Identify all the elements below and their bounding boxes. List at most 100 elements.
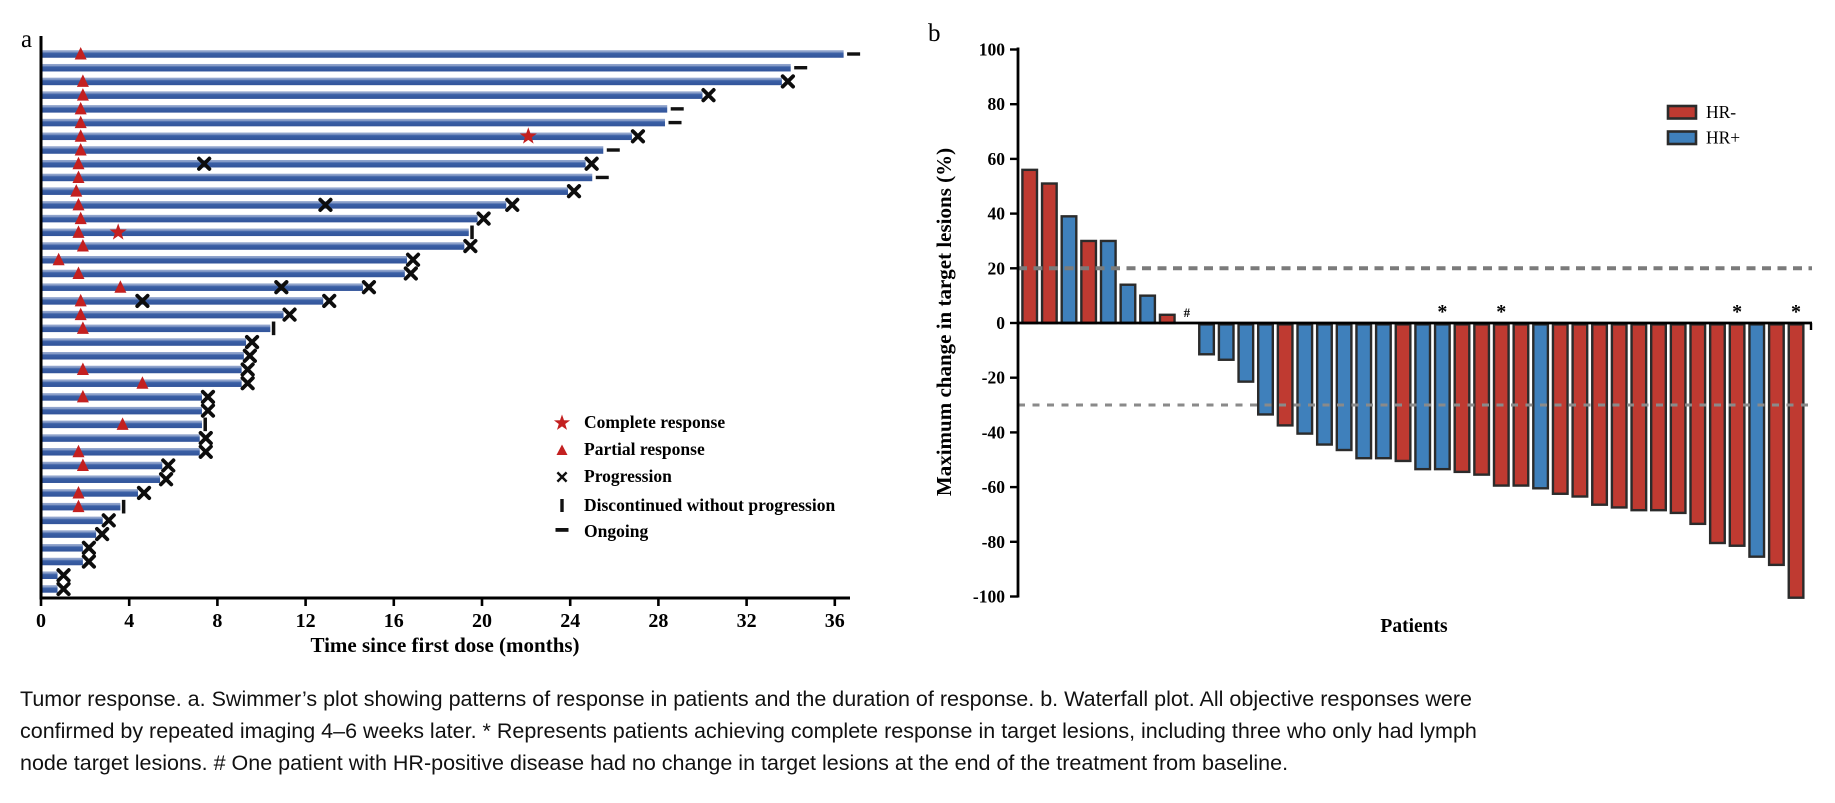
- swimmer-bar: [41, 256, 408, 264]
- x-tick-label: 20: [472, 610, 492, 632]
- partial-response-triangle-icon: [136, 376, 149, 389]
- y-tick-label: -20: [982, 368, 1006, 388]
- y-tick-label: -40: [982, 422, 1006, 442]
- progression-x-icon: [403, 266, 418, 281]
- partial-response-triangle-icon: [74, 101, 87, 115]
- swimmer-bar: [41, 214, 478, 223]
- ongoing-dash-icon: [847, 52, 861, 56]
- partial-response-triangle-icon: [76, 239, 89, 252]
- progression-x-icon: [318, 197, 333, 212]
- swimmer-bar: [41, 338, 247, 346]
- progression-x-icon: [244, 334, 260, 350]
- swimmer-bar: [41, 132, 632, 141]
- progression-x-icon: [322, 293, 337, 309]
- swimmer-x-axis-title: Time since first dose (months): [310, 633, 579, 657]
- waterfall-bar: [1591, 323, 1609, 506]
- ongoing-dash-icon: [606, 148, 620, 152]
- waterfall-bar: [1276, 323, 1294, 427]
- partial-response-triangle-icon: [76, 321, 89, 334]
- progression-x-icon: [81, 554, 96, 569]
- progression-x-icon: [242, 348, 257, 363]
- swimmer-bar: [41, 118, 666, 127]
- partial-response-triangle-icon: [52, 252, 65, 266]
- panel-a-label: a: [21, 26, 33, 53]
- progression-x-icon: [136, 485, 152, 501]
- waterfall-bar: [1649, 323, 1667, 512]
- partial-response-triangle-icon: [72, 156, 85, 170]
- swimmer-bar: [41, 63, 791, 72]
- y-tick-label: 80: [988, 94, 1006, 114]
- partial-response-triangle-icon: [74, 293, 87, 307]
- progression-x-icon: [197, 156, 212, 171]
- panel-b-label: b: [928, 20, 941, 47]
- progression-x-icon: [200, 389, 216, 405]
- caption-line-1: Tumor response. a. Swimmer’s plot showin…: [20, 687, 1473, 711]
- partial-response-triangle-icon: [72, 485, 85, 499]
- swimmer-bar: [41, 530, 97, 538]
- tumor-response-charts: 0 4 8 12 16 20 24 28 32 36 Time since first dose (…: [36, 36, 1813, 657]
- discontinued-bar-icon: [271, 321, 276, 336]
- partial-response-triangle-icon: [72, 170, 85, 183]
- complete-response-star-icon: [519, 127, 537, 144]
- progression-x-icon: [198, 444, 213, 459]
- waterfall-bar: [1335, 323, 1353, 452]
- waterfall-bar: [1099, 239, 1117, 325]
- swimmer-bar: [41, 434, 200, 442]
- swimmer-bar: [41, 393, 202, 401]
- hr-legend-swatch: [1666, 130, 1698, 146]
- y-tick-label: -60: [982, 477, 1006, 497]
- legend-label: Partial response: [584, 439, 705, 459]
- x-tick-label: 8: [212, 610, 222, 632]
- swimmer-bar: [41, 448, 200, 456]
- y-tick-label: 60: [988, 149, 1006, 169]
- progression-x-icon: [282, 307, 297, 322]
- partial-response-triangle-icon: [72, 266, 85, 279]
- waterfall-bar: [1198, 323, 1216, 356]
- progression-x-icon: [405, 252, 421, 267]
- progression-x-icon: [463, 238, 478, 254]
- progression-x-icon: [566, 184, 582, 199]
- hr-legend-label: HR-: [1706, 102, 1736, 122]
- waterfall-x-axis-title: Patients: [1380, 616, 1448, 637]
- legend-ongoing-icon: [555, 528, 569, 532]
- partial-response-triangle-icon: [74, 143, 87, 156]
- swimmer-bar: [41, 365, 242, 374]
- x-tick-label: 24: [560, 610, 580, 632]
- y-tick-label: 20: [988, 258, 1006, 278]
- partial-response-triangle-icon: [76, 362, 89, 375]
- swimmer-bar: [41, 91, 703, 99]
- waterfall-plot: # * * * * 100 80 60 40 20 0 -20 -40 -60 -80 -100 Maximum…: [932, 40, 1813, 637]
- progression-x-icon: [780, 74, 795, 89]
- progression-x-icon: [476, 211, 491, 226]
- partial-response-triangle-icon: [76, 389, 89, 403]
- progression-x-icon: [198, 430, 213, 446]
- partial-response-triangle-icon: [74, 115, 87, 129]
- swimmer-bar: [41, 242, 465, 250]
- swimmer-bar: [41, 571, 58, 579]
- x-tick-label: 32: [737, 610, 757, 632]
- swimmer-bar: [41, 310, 284, 319]
- waterfall-bar: [1689, 323, 1707, 526]
- discontinued-bar-icon: [121, 499, 126, 514]
- waterfall-bar: [1021, 168, 1039, 325]
- progression-x-icon: [240, 376, 255, 391]
- ongoing-dash-icon: [668, 120, 682, 125]
- waterfall-bar: [1139, 294, 1157, 325]
- x-tick-label: 0: [36, 610, 46, 632]
- partial-response-triangle-icon: [74, 47, 87, 60]
- y-tick-label: 100: [979, 40, 1006, 60]
- waterfall-bar: [1119, 283, 1137, 325]
- legend-label: Complete response: [584, 412, 725, 432]
- legend-triangle-icon: [556, 444, 568, 455]
- complete-response-star-icon: [109, 223, 127, 240]
- partial-response-triangle-icon: [114, 280, 127, 293]
- swimmer-bar: [41, 585, 58, 593]
- waterfall-bar: [1374, 323, 1392, 460]
- partial-response-triangle-icon: [74, 211, 87, 225]
- swimmer-bar: [41, 461, 163, 470]
- partial-response-triangle-icon: [116, 417, 129, 430]
- progression-x-icon: [81, 540, 96, 555]
- swimmer-bar: [41, 146, 604, 154]
- waterfall-bar: [1787, 323, 1805, 599]
- progression-x-icon: [274, 280, 289, 295]
